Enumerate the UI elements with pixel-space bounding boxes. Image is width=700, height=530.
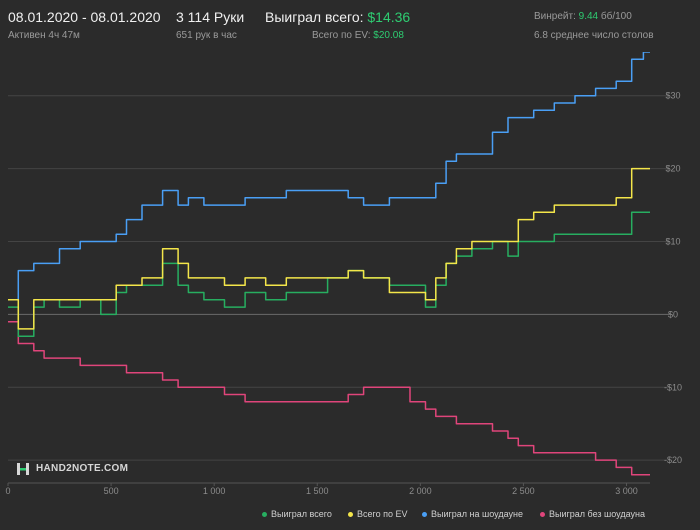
logo: HAND2NOTE.COM [16, 460, 129, 480]
legend-label-showdown: Выиграл на шоудауне [431, 509, 523, 519]
ev-total: Всего по EV: $20.08 [312, 30, 404, 41]
won-total: Выиграл всего: $14.36 [265, 9, 410, 25]
hands-count: 3 114 Руки [176, 9, 245, 25]
date-range: 08.01.2020 - 08.01.2020 [8, 9, 161, 25]
y-tick-label-1: -$10 [664, 382, 682, 392]
legend-dot-ev [348, 512, 353, 518]
y-tick-label-5: $30 [665, 91, 680, 101]
legend-label-nonshowdown: Выиграл без шоудауна [549, 509, 645, 519]
winrate: Винрейт: 9.44 бб/100 [534, 11, 632, 22]
x-tick-label-2: 1 000 [203, 486, 226, 496]
logo-text: HAND2NOTE.COM [36, 463, 129, 474]
x-tick-label-6: 3 000 [615, 486, 638, 496]
x-tick-label-1: 500 [104, 486, 119, 496]
y-tick-label-2: $0 [668, 309, 678, 319]
x-tick-label-3: 1 500 [306, 486, 329, 496]
hand2note-logo-icon [17, 463, 29, 475]
series-line-3 [8, 320, 650, 476]
avg-tables: 6.8 среднее число столов [534, 30, 654, 41]
winrate-label: Винрейт: [534, 11, 576, 22]
ev-label: Всего по EV: [312, 30, 371, 41]
x-tick-label-4: 2 000 [409, 486, 432, 496]
ev-value: $20.08 [373, 30, 404, 41]
legend-dot-won [262, 512, 267, 518]
legend-item-nonshowdown[interactable]: Выиграл без шоудауна [540, 509, 645, 519]
y-tick-label-3: $10 [665, 236, 680, 246]
graph-chart: -$20 -$10 $0 $10 $20 $30 0 500 1 000 1 500 2 000 2 … [5, 52, 682, 496]
x-tick-label-0: 0 [5, 486, 10, 496]
won-value: $14.36 [367, 9, 411, 25]
legend-dot-nonshowdown [540, 512, 545, 518]
legend-item-showdown[interactable]: Выиграл на шоудауне [422, 509, 523, 519]
won-label: Выиграл всего: [265, 9, 364, 25]
stats-header: 08.01.2020 - 08.01.2020 Активен 4ч 47м 3… [0, 0, 700, 52]
legend-item-ev[interactable]: Всего по EV [348, 509, 407, 519]
winrate-value: 9.44 [578, 11, 599, 22]
legend-label-won: Выиграл всего [271, 509, 332, 519]
legend-item-won[interactable]: Выиграл всего [262, 509, 332, 519]
winrate-unit: бб/100 [600, 11, 632, 22]
chart-legend: Выиграл всего Всего по EV Выиграл на шоу… [0, 505, 700, 525]
y-tick-label-4: $20 [665, 164, 680, 174]
legend-label-ev: Всего по EV [357, 509, 408, 519]
hands-per-hour: 651 рук в час [176, 30, 237, 41]
series-line-0 [8, 211, 650, 337]
x-tick-label-5: 2 500 [512, 486, 535, 496]
series-line-1 [8, 167, 650, 330]
active-time: Активен 4ч 47м [8, 30, 80, 41]
legend-dot-showdown [422, 512, 427, 518]
series-line-2 [8, 52, 650, 301]
y-tick-label-0: -$20 [664, 455, 682, 465]
